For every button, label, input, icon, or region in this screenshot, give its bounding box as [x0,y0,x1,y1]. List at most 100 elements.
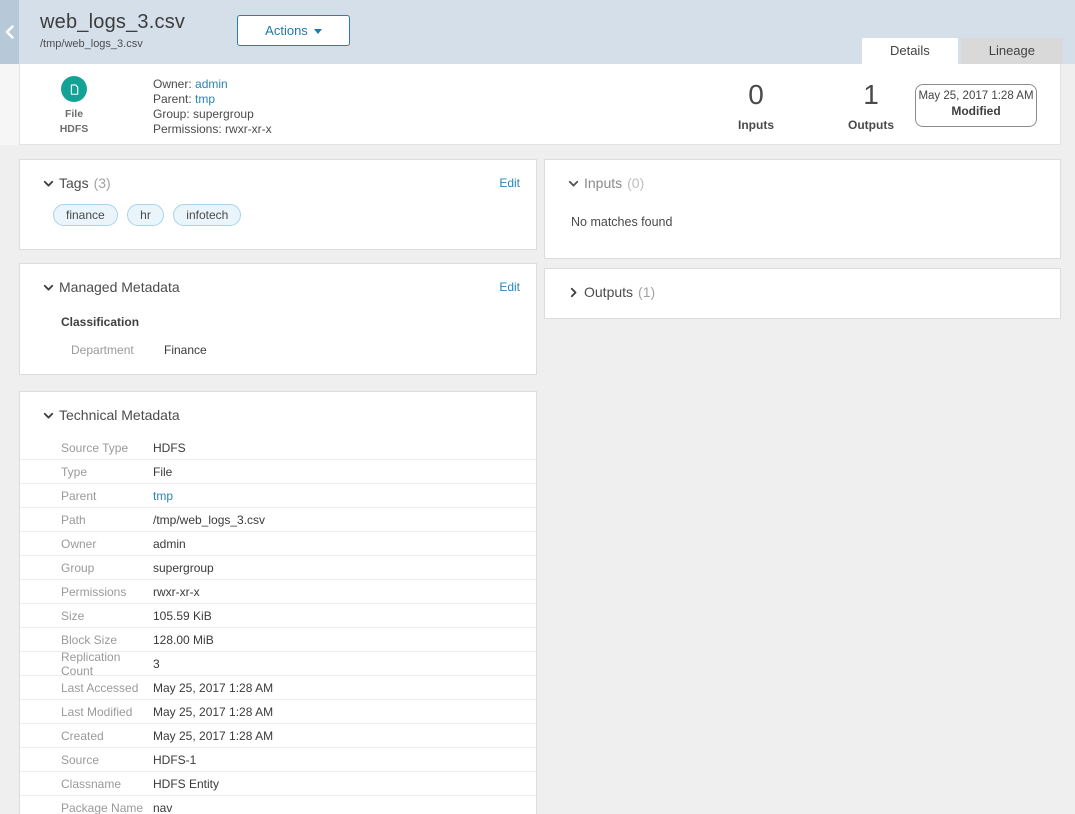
caret-down-icon [313,29,322,34]
chevron-down-icon[interactable] [43,410,54,421]
technical-metadata-row: Classname HDFS Entity [20,772,536,796]
actions-button[interactable]: Actions [237,15,350,46]
technical-field-label: Size [61,608,85,623]
technical-field-label: Parent [61,488,97,503]
chevron-down-icon[interactable] [43,178,54,189]
inputs-stat: 0 Inputs [716,79,796,133]
technical-metadata-header: Technical Metadata [20,392,536,423]
inputs-panel-count: (0) [627,175,645,191]
technical-metadata-row: Source HDFS-1 [20,748,536,772]
chevron-down-icon[interactable] [568,178,579,189]
file-entity-icon [61,76,87,102]
entity-info-list: Owner: admin Parent: tmp Group: supergro… [153,77,272,137]
chevron-left-icon [5,25,14,39]
technical-field-label: Block Size [61,632,118,647]
technical-field-value: admin [153,536,186,551]
outputs-panel-header: Outputs (1) [545,269,1060,300]
inputs-empty-message: No matches found [571,215,673,229]
page-header: web_logs_3.csv /tmp/web_logs_3.csv Actio… [0,0,1075,64]
technical-field-label: Group [61,560,95,575]
tag-pill[interactable]: hr [127,204,164,226]
entity-title-block: web_logs_3.csv /tmp/web_logs_3.csv [40,11,185,50]
technical-field-value: HDFS Entity [153,776,220,791]
technical-field-value: nav [153,801,173,814]
technical-metadata-row: Group supergroup [20,556,536,580]
technical-metadata-row: Parent tmp [20,484,536,508]
info-value: rwxr-xr-x [225,122,272,136]
chevron-right-icon[interactable] [568,287,579,298]
modified-label: Modified [951,104,1001,118]
technical-field-label: Last Modified [61,704,133,719]
info-value: supergroup [193,107,254,121]
managed-metadata-edit-link[interactable]: Edit [499,280,520,294]
page-title: web_logs_3.csv [40,11,186,33]
view-tabs: Details Lineage [861,38,1063,64]
inputs-panel: Inputs (0) No matches found [544,159,1061,259]
technical-metadata-row: Type File [20,460,536,484]
info-value[interactable]: tmp [195,92,216,106]
entity-icon-block: File HDFS [46,76,102,135]
tags-list: finance hr infotech [20,191,536,226]
technical-metadata-row: Path /tmp/web_logs_3.csv [20,508,536,532]
technical-metadata-row: Block Size 128.00 MiB [20,628,536,652]
technical-metadata-row: Owner admin [20,532,536,556]
technical-field-value: rwxr-xr-x [153,584,200,599]
inputs-count: 0 [748,79,764,110]
technical-field-label: Replication Count [61,649,121,678]
tags-edit-link[interactable]: Edit [499,176,520,190]
back-button[interactable] [0,0,19,64]
technical-field-value: supergroup [153,560,214,575]
chevron-down-icon[interactable] [43,282,54,293]
entity-summary-bar: File HDFS Owner: admin Parent: tmp Group… [19,64,1061,145]
technical-field-label: Owner [61,536,97,551]
entity-info-line: Permissions: rwxr-xr-x [153,122,272,137]
technical-field-value: 128.00 MiB [153,632,214,647]
managed-metadata-row: Department Finance [20,329,536,357]
technical-field-value: HDFS-1 [153,752,197,767]
tag-pill[interactable]: finance [53,204,118,226]
managed-metadata-panel: Managed Metadata Edit Classification Dep… [19,263,537,375]
info-value[interactable]: admin [195,77,228,91]
technical-field-label: Last Accessed [61,680,139,695]
technical-field-label: Created [61,728,104,743]
managed-metadata-title: Managed Metadata [59,279,180,295]
outputs-panel: Outputs (1) [544,268,1061,319]
technical-metadata-table: Source Type HDFS Type File Parent tmp Pa… [20,436,536,814]
metadata-field-value: Finance [164,343,207,357]
technical-metadata-row: Created May 25, 2017 1:28 AM [20,724,536,748]
info-label: Permissions: [153,122,222,136]
technical-field-value: May 25, 2017 1:28 AM [153,704,274,719]
technical-field-label: Source [61,752,100,767]
technical-metadata-row: Last Accessed May 25, 2017 1:28 AM [20,676,536,700]
technical-field-label: Path [61,512,86,527]
technical-metadata-row: Size 105.59 KiB [20,604,536,628]
technical-field-value: /tmp/web_logs_3.csv [153,512,266,527]
tag-pill[interactable]: infotech [173,204,242,226]
outputs-stat-label: Outputs [848,118,894,132]
technical-field-value: 3 [153,656,160,671]
entity-kind-label: File [64,108,84,120]
tags-panel: Tags (3) Edit finance hr infotech [19,159,537,250]
tags-panel-header: Tags (3) Edit [20,160,536,191]
modified-date: May 25, 2017 1:28 AM [918,90,1034,102]
outputs-stat: 1 Outputs [831,80,911,133]
technical-metadata-row: Source Type HDFS [20,436,536,460]
inputs-panel-header: Inputs (0) [545,160,1060,191]
modified-date-box: May 25, 2017 1:28 AM Modified [915,84,1037,127]
metadata-field-label: Department [71,343,134,357]
entity-info-line: Group: supergroup [153,107,272,122]
metadata-group-title: Classification [61,315,140,329]
managed-metadata-header: Managed Metadata Edit [20,264,536,295]
technical-field-label: Source Type [61,440,129,455]
technical-metadata-panel: Technical Metadata Source Type HDFS Type… [19,391,537,814]
inputs-panel-title: Inputs [584,175,623,191]
technical-metadata-row: Last Modified May 25, 2017 1:28 AM [20,700,536,724]
technical-metadata-row: Package Name nav [20,796,536,814]
technical-field-value: May 25, 2017 1:28 AM [153,728,274,743]
entity-source-label: HDFS [59,123,89,135]
technical-field-label: Classname [61,776,122,791]
tab-details[interactable]: Details [861,38,958,64]
tab-lineage[interactable]: Lineage [960,38,1063,64]
technical-field-value[interactable]: tmp [153,488,174,503]
technical-field-label: Type [61,464,88,479]
